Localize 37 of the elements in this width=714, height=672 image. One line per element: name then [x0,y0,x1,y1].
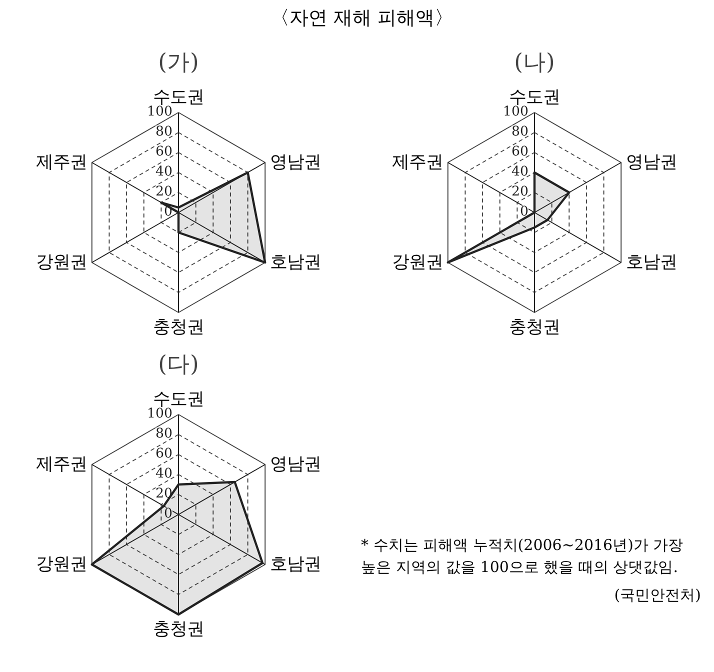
y-tick-label: 20 [512,184,529,200]
y-tick-label: 40 [156,164,173,180]
spoke-label: 충청권 [509,318,560,338]
spoke-label: 제주권 [392,152,443,172]
y-tick-label: 60 [156,144,173,160]
text: (국민안전처) [613,584,701,606]
spoke-label: 강원권 [392,252,443,272]
spoke-label: 영남권 [626,152,678,172]
spoke-label: 제주권 [36,454,87,474]
y-tick-label: 40 [156,466,173,482]
text: * 수치는 피해액 누적치(2006~2016년)가 가장 높은 지역의 값을 100으로 했을 때의 상댓값임. [361,535,684,578]
spoke-label: 강원권 [36,554,87,574]
spoke-label: 충청권 [153,318,204,338]
spoke-label: 제주권 [36,152,87,172]
y-tick-label: 60 [512,144,529,160]
y-tick-label: 80 [512,124,529,140]
y-tick-label: 100 [147,406,173,422]
y-tick-label: 100 [503,104,529,120]
spoke-label: 호남권 [270,554,322,574]
chart-subtitle: (가) [158,50,199,76]
chart-title: (나) [514,50,555,76]
y-tick-label: 40 [512,164,529,180]
y-tick-label: 80 [156,426,173,442]
y-tick-label: 20 [156,184,173,200]
y-tick-label: 0 [520,204,529,220]
spoke-label: 영남권 [270,454,322,474]
y-tick-label: 100 [147,104,173,120]
spoke-label: 영남권 [270,152,322,172]
spoke-label: 호남권 [626,252,678,272]
chart-title: (다) [158,352,199,378]
spoke-label: 충청권 [153,620,204,640]
spoke-label: 강원권 [36,252,87,272]
text: 〈자연 재해 피해액〉 [269,6,455,31]
spoke-label: 호남권 [270,252,322,272]
y-tick-label: 0 [164,506,173,522]
y-tick-label: 60 [156,446,173,462]
y-tick-label: 80 [156,124,173,140]
